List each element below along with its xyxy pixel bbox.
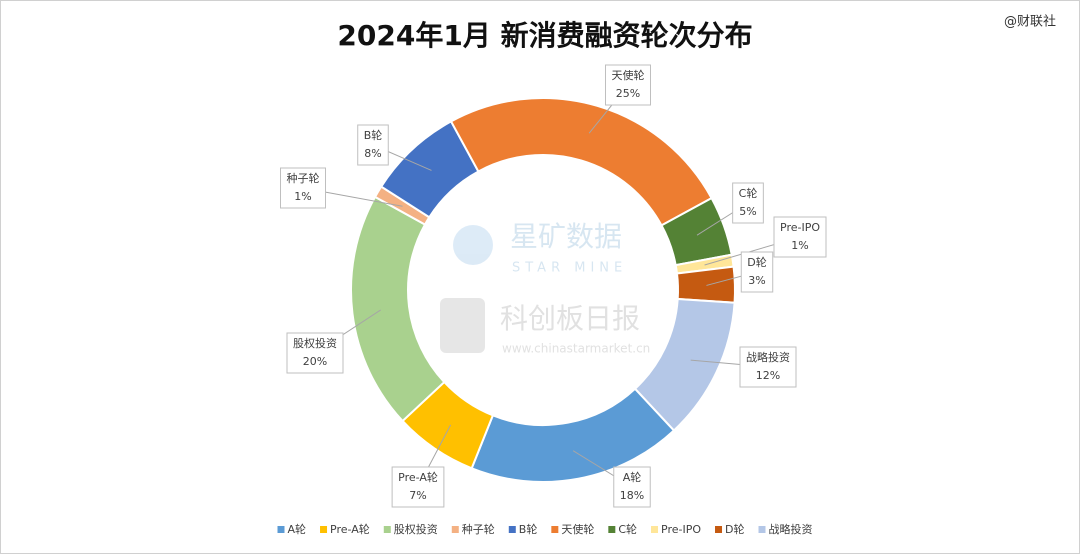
label-name: 股权投资 [293,336,337,350]
label-box [357,124,389,166]
label-box [740,251,774,293]
label-name: 战略投资 [746,350,790,364]
legend-label: C轮 [618,522,637,536]
legend-item: 天使轮 [551,522,594,536]
label-name: D轮 [747,255,766,269]
legend-swatch [383,526,391,533]
chart-title: 2024年1月 新消费融资轮次分布 [337,19,752,52]
data-label: 战略投资 12% [739,346,797,388]
legend-item: Pre-IPO [651,523,701,536]
legend-swatch [277,526,285,533]
legend-label: 种子轮 [462,522,495,536]
wm-brand: 星矿数据 [510,220,622,253]
label-name: 天使轮 [612,68,645,82]
watermark: 星矿数据 STAR MINE 科创板日报 www.chinastarmarket… [440,220,650,356]
data-label: 股权投资 20% [286,332,344,374]
data-label: A轮 18% [613,466,651,508]
donut [350,97,736,483]
legend-item: C轮 [608,522,637,536]
label-value: 12% [756,369,780,382]
legend-swatch [608,526,616,533]
label-box [286,332,344,374]
label-box [280,167,326,209]
label-name: C轮 [739,186,758,200]
data-label: C轮 5% [732,182,764,224]
slice [675,265,736,304]
data-labels: A轮 18% Pre-A轮 7% 股权投资 20% 种子轮 1% B轮 8% 天使轮 25% C轮 5% P… [280,64,827,508]
legend-label: A轮 [288,522,307,536]
legend-item: A轮 [277,522,307,536]
label-value: 5% [739,205,756,218]
legend-label: 战略投资 [769,522,813,536]
legend: A轮 Pre-A轮 股权投资 种子轮 B轮 天使轮 C轮 Pre-IPO D轮 战略投资 [277,522,813,536]
data-label: Pre-IPO 1% [773,216,827,258]
legend-label: B轮 [519,522,538,536]
legend-label: Pre-IPO [661,523,701,536]
legend-item: 种子轮 [451,522,495,536]
label-name: 种子轮 [287,171,320,185]
label-value: 18% [620,489,644,502]
data-label: 天使轮 25% [605,64,651,106]
wm-media: 科创板日报 [500,302,640,335]
wm-url: www.chinastarmarket.cn [502,342,650,356]
data-label: Pre-A轮 7% [391,466,445,508]
label-value: 25% [616,87,640,100]
legend-item: D轮 [715,522,745,536]
data-label: B轮 8% [357,124,389,166]
label-value: 20% [303,355,327,368]
label-name: Pre-IPO [780,221,820,234]
source: @财联社 [1004,14,1056,30]
legend-label: 股权投资 [394,522,438,536]
wm-logo [453,225,493,265]
legend-swatch [715,526,723,533]
legend-label: Pre-A轮 [330,522,370,536]
slice [449,97,713,227]
legend-swatch [551,526,559,533]
label-box [605,64,651,106]
label-name: B轮 [364,128,383,142]
legend-swatch [320,526,328,533]
legend-label: 天使轮 [561,522,594,536]
wm-logo2 [440,298,485,353]
legend-swatch [651,526,659,533]
label-box [773,216,827,258]
legend-item: B轮 [508,522,538,536]
legend-swatch [451,526,459,533]
label-box [391,466,445,508]
label-value: 8% [364,147,381,160]
legend-label: D轮 [725,522,744,536]
label-value: 3% [748,274,765,287]
legend-item: 战略投资 [758,522,813,536]
label-name: A轮 [623,470,642,484]
slice [633,297,736,432]
legend-swatch [508,526,516,533]
label-value: 1% [791,239,808,252]
label-box [613,466,651,508]
data-label: D轮 3% [740,251,774,293]
label-value: 1% [294,190,311,203]
legend-item: Pre-A轮 [320,522,370,536]
legend-swatch [758,526,766,533]
data-label: 种子轮 1% [280,167,326,209]
legend-item: 股权投资 [383,522,438,536]
label-value: 7% [409,489,426,502]
label-name: Pre-A轮 [398,470,438,484]
label-box [732,182,764,224]
wm-brand-en: STAR MINE [512,261,627,276]
label-box [739,346,797,388]
